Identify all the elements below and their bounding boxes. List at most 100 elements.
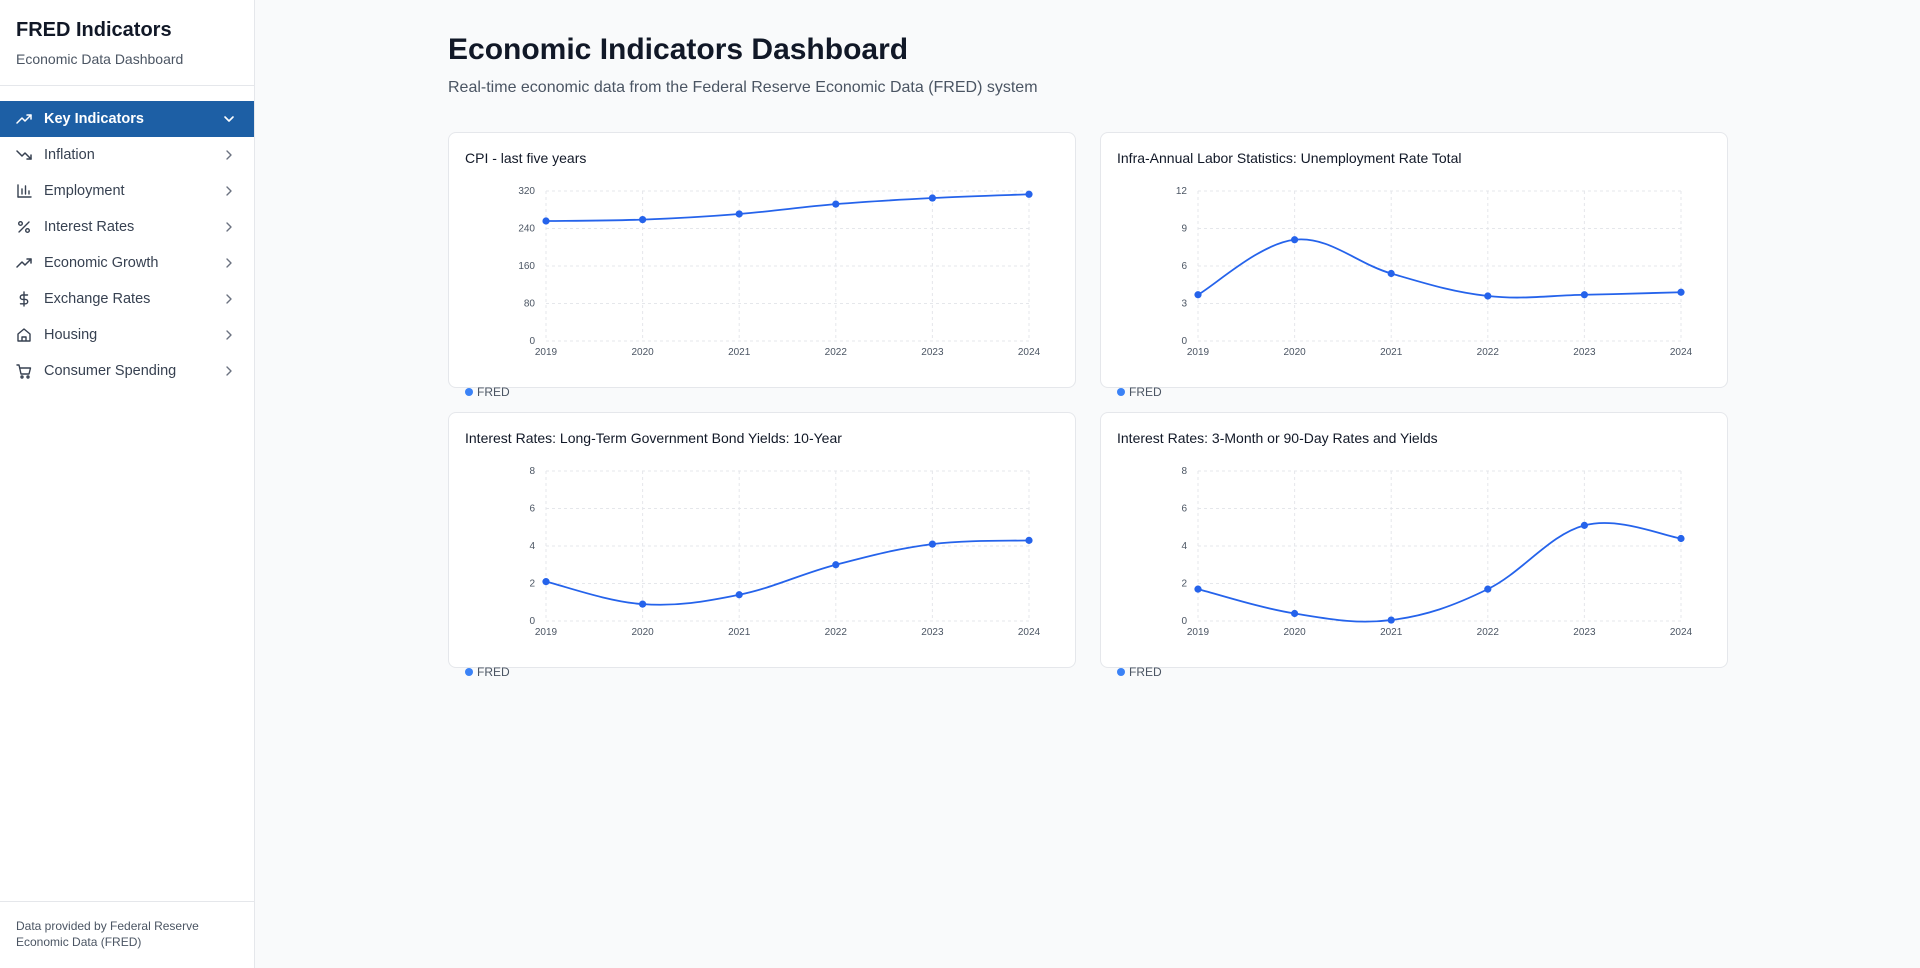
chevron-right-icon (222, 292, 236, 306)
sidebar-item-inflation[interactable]: Inflation (0, 137, 254, 173)
chart-title: Interest Rates: Long-Term Government Bon… (465, 430, 842, 446)
y-tick-label: 4 (1181, 541, 1187, 552)
sidebar-item-economic-growth[interactable]: Economic Growth (0, 245, 254, 281)
sidebar-nav: Key Indicators Inflation Employment (0, 101, 254, 389)
page-title: Economic Indicators Dashboard (448, 33, 909, 66)
y-tick-label: 0 (1181, 616, 1187, 627)
app-subtitle: Economic Data Dashboard (16, 51, 184, 67)
data-point (1194, 585, 1202, 593)
brand: FRED Indicators Economic Data Dashboard (0, 0, 254, 86)
chart-card-unemployment: Infra-Annual Labor Statistics: Unemploym… (1100, 132, 1728, 399)
chart-card-3-month-rate: Interest Rates: 3-Month or 90-Day Rates … (1100, 412, 1728, 679)
data-point (1291, 609, 1299, 618)
x-tick-label: 2021 (728, 627, 751, 638)
y-tick-label: 3 (1181, 299, 1187, 310)
y-tick-label: 8 (1181, 466, 1187, 477)
data-point (1025, 190, 1033, 198)
x-tick-label: 2020 (1283, 347, 1306, 358)
legend-label: FRED (477, 665, 510, 679)
y-tick-label: 9 (1181, 224, 1187, 235)
sidebar-item-key-indicators[interactable]: Key Indicators (0, 101, 254, 137)
y-tick-label: 240 (518, 224, 535, 235)
legend-dot (1117, 668, 1125, 676)
chevron-right-icon (222, 184, 236, 198)
legend-dot (465, 668, 473, 676)
data-point (928, 540, 936, 548)
x-tick-label: 2019 (1187, 627, 1210, 638)
chart-title: Infra-Annual Labor Statistics: Unemploym… (1117, 150, 1462, 166)
page-subtitle: Real-time economic data from the Federal… (448, 79, 1038, 96)
line-chart-cpi: 0 80 160 240 320 2019 2020 2021 2022 2023 2024 (518, 186, 1041, 358)
sidebar-item-label: Housing (44, 327, 98, 343)
trending-up-icon (16, 111, 32, 127)
chevron-down-icon (222, 112, 236, 126)
data-point (735, 210, 743, 218)
x-tick-label: 2020 (631, 627, 654, 638)
series-line (545, 193, 1030, 222)
chevron-right-icon (222, 328, 236, 342)
data-point (1484, 585, 1492, 593)
x-tick-label: 2024 (1018, 347, 1041, 358)
data-point (1677, 288, 1685, 296)
y-tick-label: 160 (518, 261, 535, 272)
data-point (1194, 291, 1202, 299)
grid (545, 470, 1030, 622)
data-point (1387, 616, 1395, 624)
sidebar-item-exchange-rates[interactable]: Exchange Rates (0, 281, 254, 317)
grid (1197, 470, 1682, 622)
sidebar-item-housing[interactable]: Housing (0, 317, 254, 353)
line-chart-10-year-yield: 0 2 4 6 8 2019 2020 2021 2022 2023 2024 (529, 466, 1040, 638)
legend-dot (465, 388, 473, 396)
line-chart-unemployment: 0 3 6 9 12 2019 2020 2021 2022 2023 2024 (1176, 186, 1693, 358)
data-point (1580, 521, 1588, 529)
x-tick-label: 2019 (535, 347, 558, 358)
data-point (1484, 292, 1492, 300)
sidebar-item-label: Exchange Rates (44, 291, 151, 307)
sidebar-item-label: Economic Growth (44, 255, 159, 271)
data-point (542, 578, 550, 586)
series-line (1197, 238, 1682, 299)
chevron-right-icon (222, 220, 236, 234)
sidebar-item-label: Inflation (44, 147, 95, 163)
trending-up-icon (16, 255, 32, 271)
x-tick-label: 2022 (825, 627, 848, 638)
sidebar-item-label: Key Indicators (44, 111, 144, 127)
chart-card-10-year-yield: Interest Rates: Long-Term Government Bon… (448, 412, 1076, 679)
chart-title: CPI - last five years (465, 150, 587, 166)
y-tick-label: 2 (1181, 579, 1187, 590)
x-tick-label: 2020 (1283, 627, 1306, 638)
data-point (542, 217, 550, 225)
y-tick-label: 6 (1181, 504, 1187, 515)
sidebar-item-employment[interactable]: Employment (0, 173, 254, 209)
sidebar-item-label: Consumer Spending (44, 363, 177, 379)
chevron-right-icon (222, 364, 236, 378)
y-tick-label: 0 (529, 616, 535, 627)
x-tick-label: 2022 (1477, 627, 1500, 638)
y-tick-label: 80 (524, 299, 536, 310)
legend-label: FRED (1129, 385, 1162, 399)
y-tick-label: 6 (529, 504, 535, 515)
x-tick-label: 2021 (728, 347, 751, 358)
grid (545, 190, 1030, 342)
data-point (639, 215, 647, 224)
chevron-right-icon (222, 256, 236, 270)
x-tick-label: 2023 (921, 347, 944, 358)
sidebar-item-interest-rates[interactable]: Interest Rates (0, 209, 254, 245)
app-title: FRED Indicators (16, 19, 172, 41)
data-point (1677, 534, 1685, 543)
data-point (735, 591, 743, 599)
y-tick-label: 6 (1181, 261, 1187, 272)
legend-dot (1117, 388, 1125, 396)
x-tick-label: 2024 (1670, 347, 1693, 358)
x-tick-label: 2023 (921, 627, 944, 638)
sidebar-item-consumer-spending[interactable]: Consumer Spending (0, 353, 254, 389)
chart-title: Interest Rates: 3-Month or 90-Day Rates … (1117, 430, 1438, 446)
data-point (1387, 269, 1395, 278)
x-tick-label: 2023 (1573, 627, 1596, 638)
x-tick-label: 2020 (631, 347, 654, 358)
series-line (1197, 522, 1682, 623)
sidebar-item-label: Employment (44, 183, 125, 199)
series-line (545, 539, 1030, 606)
chart-legend: FRED (465, 385, 510, 399)
grid (1197, 190, 1682, 342)
